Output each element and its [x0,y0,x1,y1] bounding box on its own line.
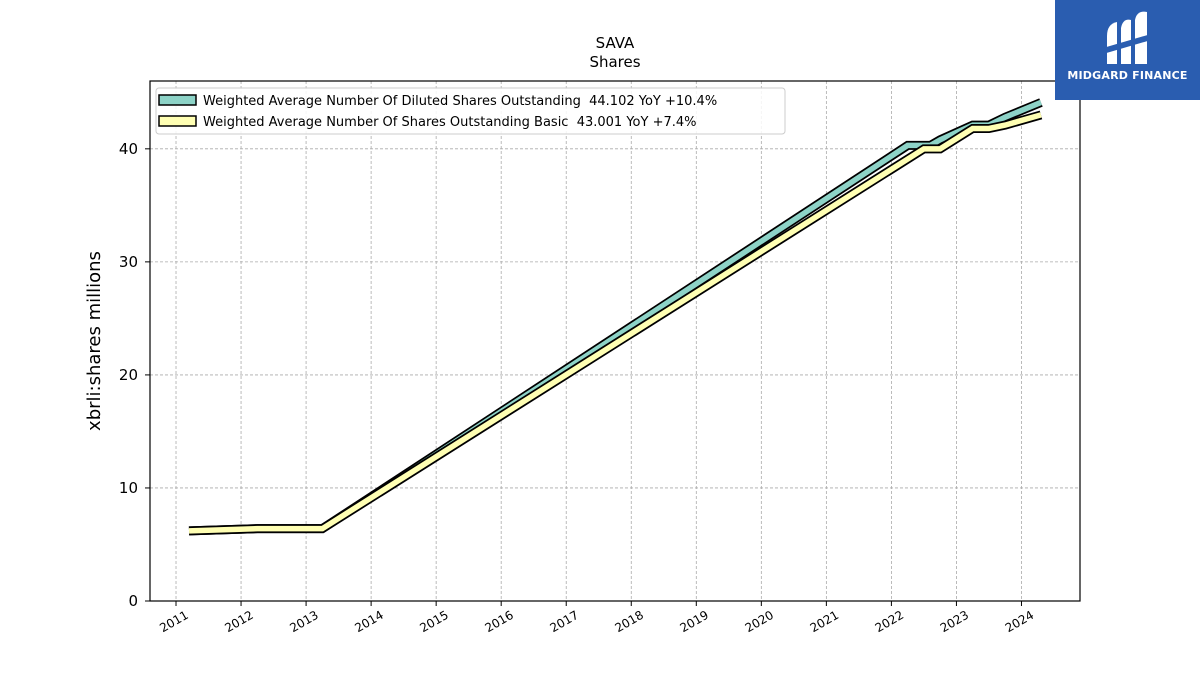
series-layer [188,98,1043,536]
legend-label-2: Weighted Average Number Of Shares Outsta… [203,115,697,130]
y-tick-label: 10 [119,479,138,497]
axes: 2011 2012 2013 2014 2015 2016 2017 2018 2019 2020… [119,140,1036,635]
x-tick-label: 2022 [873,608,906,635]
x-tick-label: 2013 [287,608,320,635]
y-tick-label: 20 [119,366,138,384]
y-tick-label: 40 [119,140,138,158]
series-2-line [188,112,1042,534]
x-tick-label: 2011 [157,608,190,635]
midgard-logo-icon [1103,11,1151,64]
x-tick-label: 2023 [938,608,971,635]
x-tick-label: 2020 [743,608,776,635]
legend-swatch-1 [158,94,197,106]
x-tick-label: 2012 [222,608,255,635]
legend-label-1: Weighted Average Number Of Diluted Share… [203,94,717,109]
x-tick-label: 2018 [613,608,646,635]
y-tick-label: 0 [128,592,138,610]
x-tick-label: 2017 [547,608,580,635]
x-tick-label: 2014 [352,608,385,635]
chart-title: SAVA [596,34,635,52]
logo-text: MIDGARD FINANCE [1067,69,1188,82]
series-1-outline [188,98,1043,536]
legend: Weighted Average Number Of Diluted Share… [155,87,786,135]
x-tick-label: 2016 [482,608,515,635]
legend-box [155,87,786,135]
chart-subtitle: Shares [589,53,640,71]
plot-frame [149,80,1081,602]
y-axis-label: xbrli:shares millions [84,251,105,431]
x-tick-label: 2015 [417,608,450,635]
x-tick-label: 2021 [808,608,841,635]
series-1-line [188,99,1043,534]
midgard-finance-logo: MIDGARD FINANCE [1055,0,1200,100]
y-tick-label: 30 [119,253,138,271]
x-tick-label: 2019 [678,608,711,635]
x-tick-label: 2024 [1003,608,1036,635]
series-2-outline [188,110,1043,536]
legend-swatch-2 [158,115,197,127]
